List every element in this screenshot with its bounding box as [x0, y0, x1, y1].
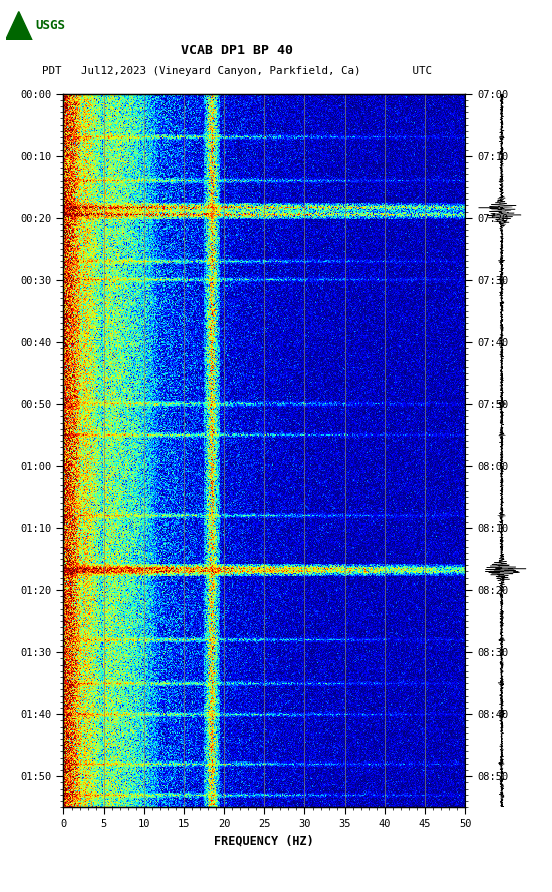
- Text: USGS: USGS: [35, 20, 65, 32]
- X-axis label: FREQUENCY (HZ): FREQUENCY (HZ): [214, 835, 314, 847]
- Text: PDT   Jul12,2023 (Vineyard Canyon, Parkfield, Ca)        UTC: PDT Jul12,2023 (Vineyard Canyon, Parkfie…: [43, 66, 432, 76]
- Polygon shape: [6, 12, 32, 40]
- Text: VCAB DP1 BP 40: VCAB DP1 BP 40: [182, 44, 293, 57]
